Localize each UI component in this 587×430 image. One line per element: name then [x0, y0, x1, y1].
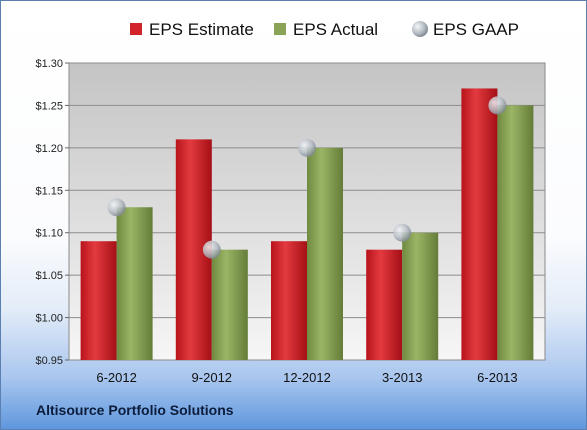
legend-label: EPS Actual — [293, 20, 378, 39]
actual-bar — [402, 232, 439, 360]
company-name: Altisource Portfolio Solutions — [36, 402, 234, 418]
x-tick-label: 3-2013 — [382, 370, 422, 385]
y-tick-label: $1.30 — [35, 58, 63, 70]
y-tick-label: $1.10 — [35, 228, 63, 240]
x-tick-label: 9-2012 — [192, 370, 232, 385]
y-axis: $1.30 $1.25 $1.20 $1.15 $1.10 $1.05 $1.00 $0.95 — [35, 58, 63, 367]
estimate-bar — [271, 241, 307, 360]
y-tick-label: $1.15 — [35, 185, 63, 197]
legend-label: EPS Estimate — [149, 20, 254, 39]
actual-bar — [116, 207, 153, 360]
actual-bar — [211, 249, 248, 360]
legend-swatch-estimate — [130, 23, 142, 35]
actual-bar — [307, 147, 343, 360]
gaap-marker — [202, 240, 221, 259]
y-tick-label: $0.95 — [35, 355, 63, 367]
y-tick-label: $1.05 — [35, 270, 63, 282]
legend: EPS Estimate EPS Actual EPS GAAP — [130, 20, 519, 39]
estimate-bar — [366, 249, 403, 360]
legend-swatch-gaap — [412, 21, 428, 37]
legend-label: EPS GAAP — [433, 20, 519, 39]
gaap-markers — [107, 96, 507, 259]
estimate-bar — [80, 241, 117, 360]
estimate-bar — [461, 88, 498, 360]
legend-swatch-actual — [274, 23, 286, 35]
x-tick-label: 6-2013 — [477, 370, 517, 385]
gaap-marker — [107, 198, 126, 217]
y-tick-label: $1.20 — [35, 143, 63, 155]
x-axis: 6-2012 9-2012 12-2012 3-2013 6-2013 — [96, 370, 517, 385]
gaap-marker — [488, 96, 507, 115]
gaap-marker — [298, 138, 316, 157]
y-tick-label: $1.25 — [35, 100, 63, 112]
actual-bar — [497, 105, 534, 360]
x-tick-label: 12-2012 — [283, 370, 331, 385]
x-tick-label: 6-2012 — [96, 370, 136, 385]
y-tick-label: $1.00 — [35, 313, 63, 325]
gaap-marker — [393, 223, 412, 242]
